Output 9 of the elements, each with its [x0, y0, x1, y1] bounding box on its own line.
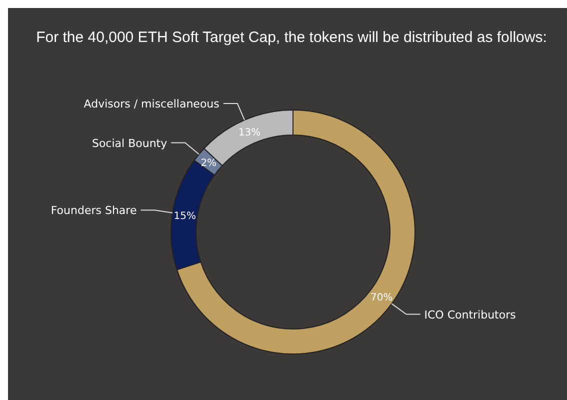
chart-title: For the 40,000 ETH Soft Target Cap, the tokens will be distributed as follows:: [36, 29, 547, 46]
slice-label: Social Bounty: [92, 136, 168, 150]
data-label: 15%: [174, 210, 196, 222]
slice-label: Founders Share: [50, 204, 137, 218]
slice-label: Advisors / miscellaneous: [84, 98, 220, 111]
slice-label: ICO Contributors: [424, 308, 516, 322]
data-label: 70%: [370, 292, 393, 304]
data-label: 2%: [200, 158, 217, 170]
data-label: 13%: [238, 128, 261, 139]
